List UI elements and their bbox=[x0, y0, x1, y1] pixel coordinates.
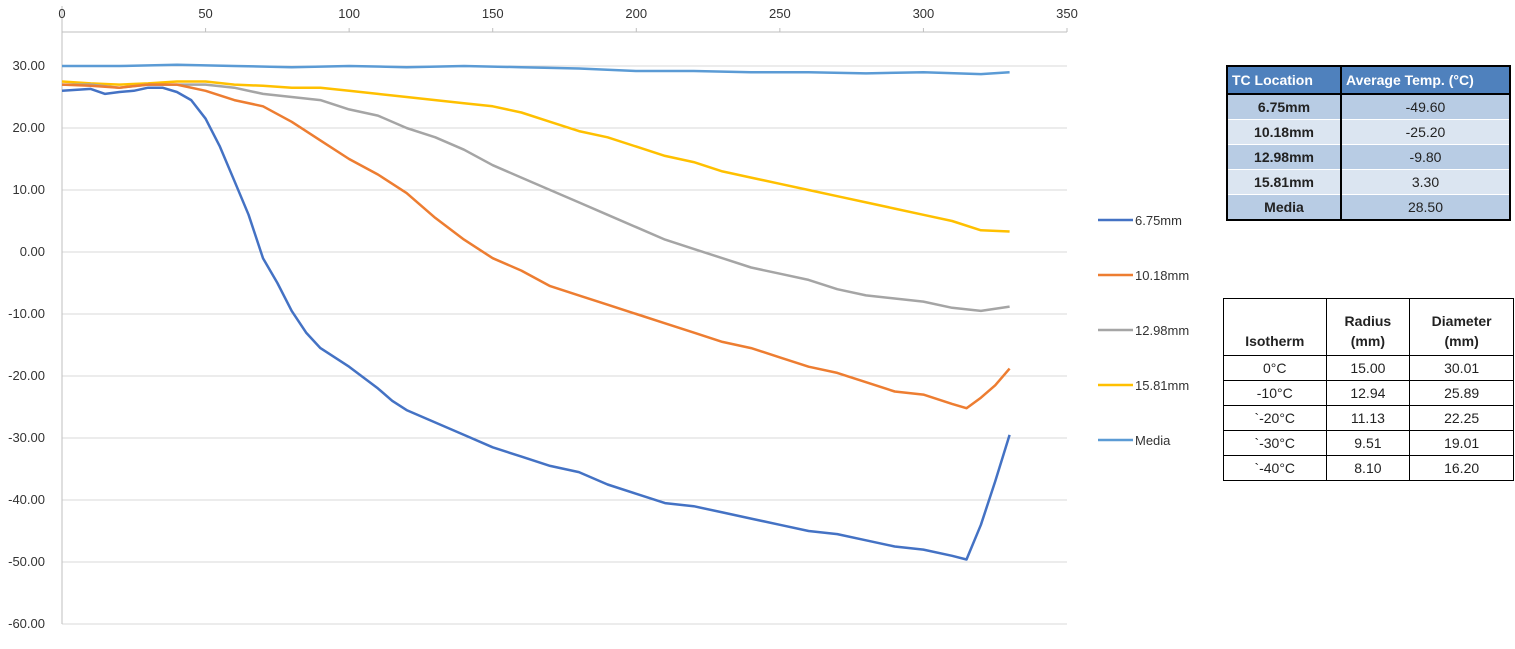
x-tick-label: 150 bbox=[482, 6, 504, 21]
table-row: 12.98mm -9.80 bbox=[1227, 144, 1510, 170]
isotherm-cell: 0°C bbox=[1223, 355, 1327, 381]
series-lines bbox=[61, 63, 1011, 561]
table-row: 0°C 15.00 30.01 bbox=[1223, 355, 1514, 381]
isotherm-table: Isotherm Radius (mm) Diameter (mm) 0°C 15.… bbox=[1223, 298, 1514, 481]
average-temp-cell: 28.50 bbox=[1341, 194, 1510, 220]
average-temp-cell: -49.60 bbox=[1341, 93, 1510, 120]
x-tick-labels: 0 50 100 150 200 250 300 350 bbox=[58, 6, 1077, 21]
x-tick-label: 100 bbox=[338, 6, 360, 21]
series-line-15-81mm bbox=[61, 80, 1010, 233]
diameter-header-line1: Diameter bbox=[1431, 313, 1492, 329]
diameter-cell: 22.25 bbox=[1409, 405, 1514, 431]
legend-label: 10.18mm bbox=[1135, 268, 1189, 283]
isotherm-table-header-row: Isotherm Radius (mm) Diameter (mm) bbox=[1223, 298, 1514, 356]
y-tick-label: 20.00 bbox=[12, 120, 45, 135]
isotherm-cell: `-40°C bbox=[1223, 455, 1327, 481]
isotherm-cell: `-20°C bbox=[1223, 405, 1327, 431]
average-temp-cell: -25.20 bbox=[1341, 119, 1510, 145]
x-tick-label: 50 bbox=[198, 6, 212, 21]
legend-label: 6.75mm bbox=[1135, 213, 1182, 228]
y-tick-label: -20.00 bbox=[8, 368, 45, 383]
legend-label: 15.81mm bbox=[1135, 378, 1189, 393]
diameter-cell: 16.20 bbox=[1409, 455, 1514, 481]
table-row: `-20°C 11.13 22.25 bbox=[1223, 405, 1514, 431]
legend-label: 12.98mm bbox=[1135, 323, 1189, 338]
y-tick-label: 0.00 bbox=[20, 244, 45, 259]
x-tick-label: 250 bbox=[769, 6, 791, 21]
y-tick-label: -50.00 bbox=[8, 554, 45, 569]
average-temp-cell: 3.30 bbox=[1341, 169, 1510, 195]
table-row: 10.18mm -25.20 bbox=[1227, 119, 1510, 145]
axes bbox=[61, 6, 1068, 624]
tc-location-cell: 12.98mm bbox=[1227, 144, 1342, 170]
table-row: 15.81mm 3.30 bbox=[1227, 169, 1510, 195]
average-temp-header: Average Temp. (°C) bbox=[1341, 66, 1510, 95]
tc-location-table: TC Location Average Temp. (°C) 6.75mm -4… bbox=[1226, 65, 1511, 221]
legend: 6.75mm 10.18mm 12.98mm 15.81mm Media bbox=[1098, 213, 1189, 448]
tc-location-cell: 10.18mm bbox=[1227, 119, 1342, 145]
radius-header: Radius (mm) bbox=[1325, 298, 1411, 356]
y-tick-label: -30.00 bbox=[8, 430, 45, 445]
x-tick-label: 200 bbox=[625, 6, 647, 21]
series-line-6-75mm bbox=[61, 86, 1011, 561]
series-line-media bbox=[62, 63, 1010, 76]
table-row: 6.75mm -49.60 bbox=[1227, 93, 1510, 120]
series-line-10-18mm bbox=[61, 83, 1011, 410]
table-row: -10°C 12.94 25.89 bbox=[1223, 380, 1514, 406]
tc-location-cell: 6.75mm bbox=[1227, 93, 1342, 120]
diameter-cell: 25.89 bbox=[1409, 380, 1514, 406]
y-tick-label: -10.00 bbox=[8, 306, 45, 321]
table-row: Media 28.50 bbox=[1227, 194, 1510, 220]
average-temp-cell: -9.80 bbox=[1341, 144, 1510, 170]
y-tick-label: 10.00 bbox=[12, 182, 45, 197]
diameter-cell: 19.01 bbox=[1409, 430, 1514, 456]
radius-cell: 12.94 bbox=[1325, 380, 1411, 406]
isotherm-cell: `-30°C bbox=[1223, 430, 1327, 456]
y-tick-label: -40.00 bbox=[8, 492, 45, 507]
y-tick-label: -60.00 bbox=[8, 616, 45, 631]
x-tick-label: 350 bbox=[1056, 6, 1078, 21]
series-line-12-98mm bbox=[62, 83, 1010, 313]
legend-label: Media bbox=[1135, 433, 1171, 448]
radius-cell: 15.00 bbox=[1325, 355, 1411, 381]
table-row: `-30°C 9.51 19.01 bbox=[1223, 430, 1514, 456]
radius-cell: 9.51 bbox=[1325, 430, 1411, 456]
isotherm-header-label: Isotherm bbox=[1245, 333, 1305, 349]
tc-location-cell: 15.81mm bbox=[1227, 169, 1342, 195]
y-tick-label: 30.00 bbox=[12, 58, 45, 73]
tc-location-header: TC Location bbox=[1227, 66, 1342, 95]
x-tick-label: 0 bbox=[58, 6, 65, 21]
isotherm-header: Isotherm bbox=[1223, 298, 1327, 356]
radius-header-line1: Radius bbox=[1344, 313, 1392, 329]
tc-table-header-row: TC Location Average Temp. (°C) bbox=[1227, 66, 1510, 95]
diameter-cell: 30.01 bbox=[1409, 355, 1514, 381]
gridlines bbox=[62, 65, 1067, 625]
tc-location-cell: Media bbox=[1227, 194, 1342, 220]
y-tick-labels: 30.00 20.00 10.00 0.00 -10.00 -20.00 -30.00 -40… bbox=[8, 58, 45, 631]
line-chart: 0 50 100 150 200 250 300 350 30.00 20.00 10.00 0.0… bbox=[8, 6, 1189, 631]
radius-cell: 11.13 bbox=[1325, 405, 1411, 431]
table-row: `-40°C 8.10 16.20 bbox=[1223, 455, 1514, 481]
radius-header-line2: (mm) bbox=[1350, 333, 1385, 349]
radius-cell: 8.10 bbox=[1325, 455, 1411, 481]
diameter-header-line2: (mm) bbox=[1444, 333, 1479, 349]
x-tick-label: 300 bbox=[913, 6, 935, 21]
diameter-header: Diameter (mm) bbox=[1409, 298, 1514, 356]
isotherm-cell: -10°C bbox=[1223, 380, 1327, 406]
